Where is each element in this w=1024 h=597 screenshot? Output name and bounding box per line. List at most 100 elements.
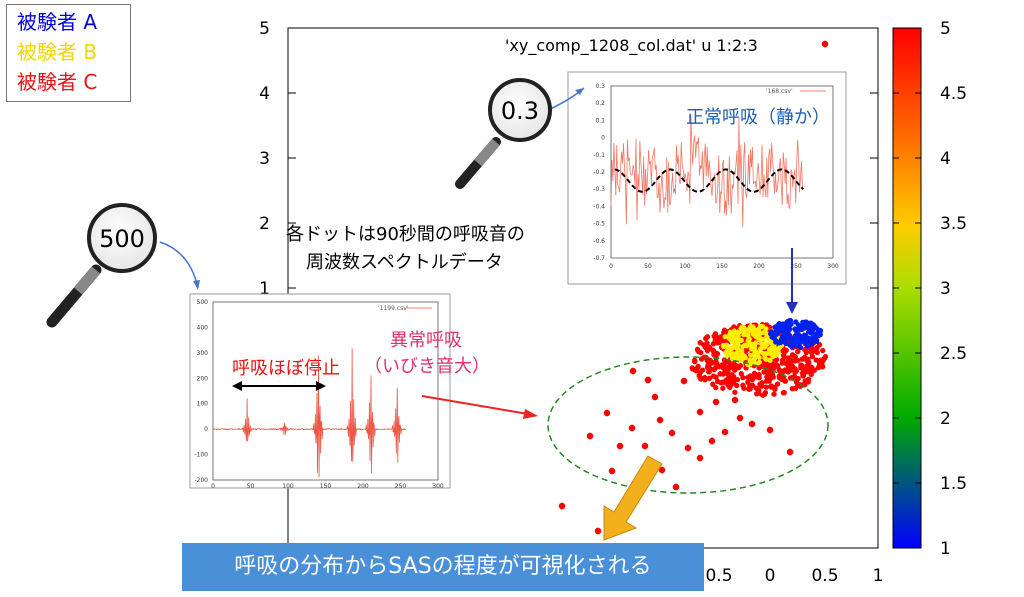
scatter-point (706, 375, 713, 381)
inset-abnormal-breathing: 500 400 300 200 100 0 -100 -200 0 50 100 150 200 250… (189, 293, 451, 490)
scatter-point (762, 390, 768, 396)
scatter-point (719, 334, 725, 340)
scatter-point (732, 336, 738, 342)
scatter-point (820, 347, 826, 354)
scatter-point (705, 356, 711, 362)
scatter-point (729, 372, 735, 378)
scatter-point (767, 325, 773, 331)
scatter-point (774, 381, 781, 387)
colorbar-tick-label: 4 (940, 149, 951, 169)
abnormal-region-ellipse (547, 356, 829, 494)
scatter-point (778, 336, 784, 342)
scatter-point (772, 332, 778, 338)
inset1-y-tick-label: -0.4 (593, 203, 605, 210)
scatter-point (733, 353, 739, 358)
scatter-point (783, 360, 789, 366)
scatter-point (701, 342, 707, 348)
scatter-point (750, 329, 756, 335)
scatter-point (759, 341, 765, 347)
scatter-point (747, 383, 753, 389)
scatter-point (743, 357, 749, 363)
scatter-point (747, 336, 752, 342)
scatter-point (795, 348, 801, 355)
scatter-point (787, 359, 793, 365)
scatter-point (779, 328, 785, 334)
scatter-point (736, 347, 742, 353)
scatter-point (734, 377, 740, 383)
inset2-legend-label: '1199.csv' (378, 305, 409, 312)
scatter-point (782, 378, 788, 384)
inset2-x-tick-label: 150 (320, 483, 332, 490)
scatter-point (608, 467, 616, 475)
scatter-point (788, 366, 794, 373)
scatter-point (731, 366, 738, 372)
scatter-point (811, 331, 817, 337)
scatter-point (749, 350, 755, 356)
scatter-point (726, 359, 732, 365)
scatter-point (796, 343, 802, 348)
scatter-point (793, 379, 800, 385)
scatter-point (806, 326, 812, 331)
scatter-point (759, 363, 765, 369)
scatter-point (761, 369, 767, 375)
scatter-point (752, 345, 758, 351)
scatter-point (788, 342, 794, 348)
scatter-point (803, 349, 809, 356)
scatter-point (816, 360, 823, 366)
scatter-point (796, 338, 802, 344)
abnormal-breathing-label: 異常呼吸 (390, 330, 462, 351)
scatter-point (745, 327, 751, 332)
colorbar-tick-label: 1 (940, 539, 951, 559)
scatter-point (807, 320, 813, 326)
scatter-point (749, 377, 755, 383)
main-y-tick-label: 3 (259, 149, 270, 169)
scatter-point (756, 388, 762, 394)
inset2-x-tick-label: 200 (357, 483, 369, 490)
scatter-point (809, 350, 815, 356)
scatter-point (706, 344, 712, 351)
scatter-point (752, 356, 757, 362)
main-x-axis: 0.5 0 0.5 1 (705, 566, 883, 586)
scatter-point (692, 366, 700, 374)
scatter-point (766, 426, 774, 434)
scatter-point (725, 344, 731, 350)
scatter-point (720, 337, 726, 343)
scatter-point (799, 356, 805, 362)
scatter-point (778, 368, 784, 375)
scatter-point (772, 384, 778, 390)
scatter-point (747, 357, 753, 363)
scatter-point (775, 336, 781, 342)
scatter-point (729, 339, 735, 345)
scatter-point (781, 375, 787, 382)
scatter-point (770, 366, 776, 372)
scatter-point (723, 329, 729, 335)
scatter-point (783, 320, 789, 326)
inset1-trend-line (614, 168, 805, 193)
scatter-point (706, 369, 712, 375)
scatter-point (781, 330, 787, 336)
scatter-point (651, 393, 659, 401)
arrow-mag03-head (575, 88, 584, 95)
scatter-point (760, 336, 766, 342)
scatter-point (781, 390, 787, 396)
scatter-point (764, 331, 770, 337)
main-x-tick-label: 1 (873, 566, 884, 586)
scatter-point (776, 367, 782, 373)
scatter-point (737, 323, 743, 329)
scatter-point (780, 321, 786, 327)
scatter-point (603, 409, 611, 417)
inset2-y-tick-label: -100 (194, 452, 208, 459)
scatter-point (792, 358, 798, 364)
scatter-point (751, 352, 756, 358)
scatter-point (714, 350, 720, 356)
inset2-waveform (212, 348, 407, 478)
scatter-point (756, 372, 762, 378)
scatter-point (656, 416, 664, 424)
scatter-point (733, 330, 739, 336)
scatter-point (745, 345, 752, 352)
scatter-point (735, 333, 741, 339)
scatter-point (713, 365, 719, 371)
scatter-point (763, 378, 770, 384)
scatter-point (629, 367, 637, 375)
scatter-point (692, 359, 698, 365)
